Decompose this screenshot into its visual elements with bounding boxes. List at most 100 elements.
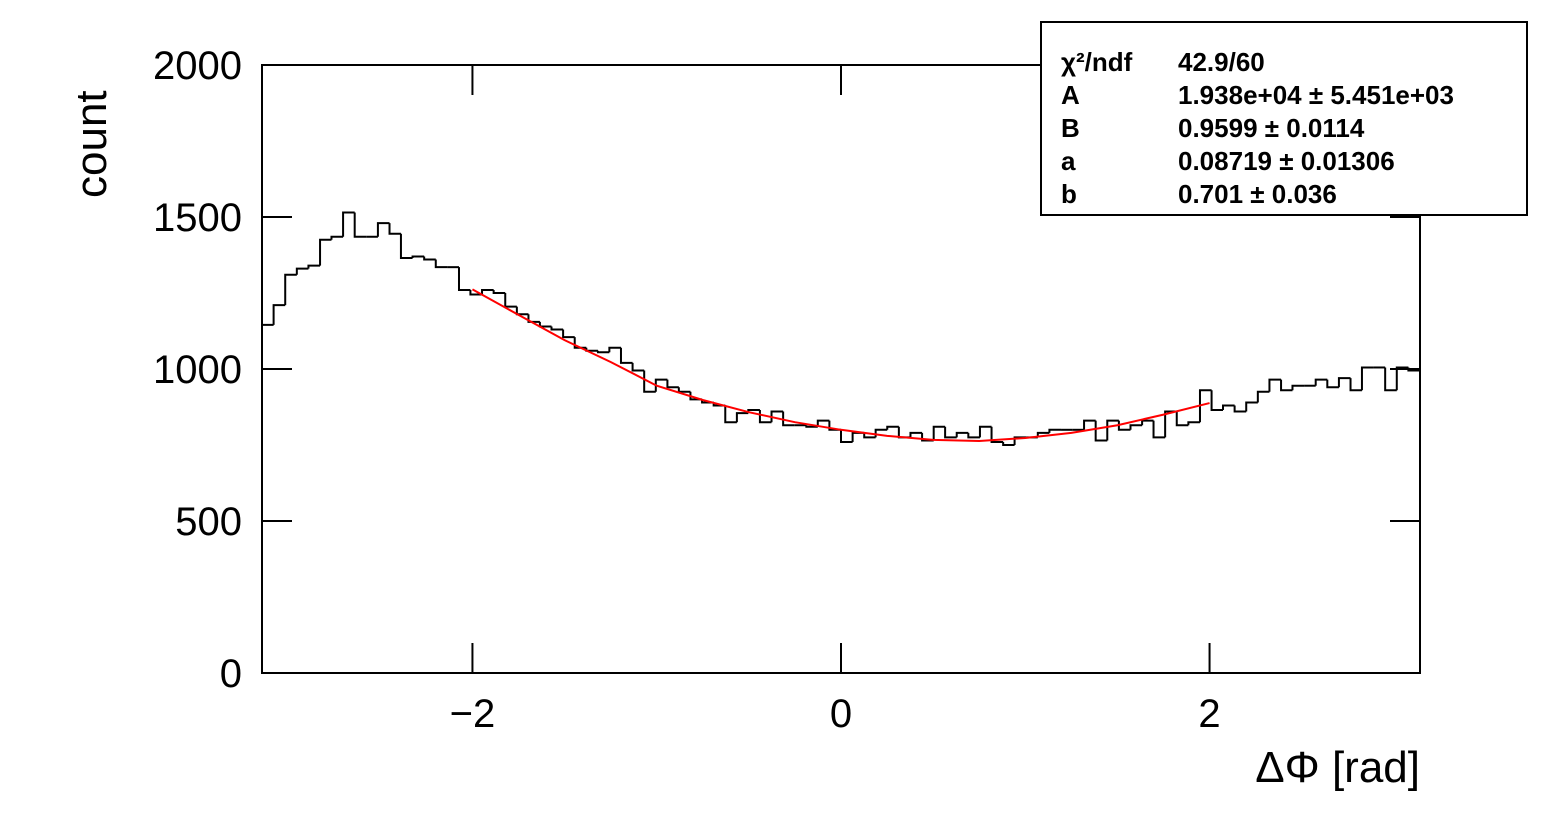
- stats-box: [1040, 21, 1528, 216]
- histogram-bin: [1245, 401, 1258, 412]
- histogram-bin: [967, 432, 980, 439]
- histogram-bin: [1395, 366, 1409, 391]
- y-tick-label: 2000: [153, 44, 242, 88]
- histogram-bin: [1314, 378, 1328, 386]
- histogram-bin: [735, 412, 749, 423]
- histogram-bin: [782, 411, 795, 427]
- x-tick-label: 2: [1198, 692, 1220, 736]
- stats-label: a: [1061, 146, 1076, 176]
- histogram-bin: [666, 379, 679, 389]
- histogram-bin: [1326, 379, 1339, 389]
- histogram-bin: [677, 387, 691, 393]
- histogram-bin: [330, 235, 344, 240]
- histogram-bin: [527, 314, 540, 323]
- histogram-bin: [724, 405, 737, 424]
- stats-value: 0.08719 ± 0.01306: [1178, 146, 1395, 176]
- histogram-bin: [1360, 366, 1374, 391]
- histogram-bin: [1384, 367, 1397, 392]
- histogram-bin: [978, 425, 992, 438]
- histogram-bin: [504, 293, 517, 308]
- histogram-bin: [944, 426, 957, 439]
- histogram-bin: [1233, 405, 1247, 413]
- histogram-bin: [608, 346, 621, 353]
- histogram-bin: [1210, 390, 1224, 412]
- histogram-bin: [1268, 378, 1282, 392]
- histogram-bin: [932, 425, 946, 441]
- histogram-bin: [619, 347, 633, 364]
- histogram-bin: [1164, 410, 1177, 438]
- histogram-bin: [816, 419, 830, 427]
- histogram-bin: [353, 212, 367, 238]
- histogram-bin: [1187, 421, 1200, 426]
- histogram-bin: [863, 432, 876, 439]
- histogram-bin: [307, 264, 321, 269]
- histogram-bin: [596, 350, 610, 354]
- histogram-bin: [319, 238, 332, 266]
- histogram-bin: [1106, 419, 1119, 441]
- histogram-bin: [1129, 424, 1143, 430]
- histogram-bin: [909, 431, 923, 438]
- y-tick-label: 0: [220, 652, 242, 696]
- histogram-bin: [515, 306, 529, 316]
- histogram-bin: [1141, 419, 1154, 426]
- histogram-bin: [481, 288, 494, 295]
- histogram-bin: [851, 431, 865, 442]
- histogram-bin: [388, 223, 401, 235]
- histogram-bin: [1002, 441, 1015, 446]
- histogram-bin: [423, 256, 436, 261]
- histogram-bin: [654, 378, 668, 392]
- histogram-bin: [886, 425, 899, 430]
- stats-label: b: [1061, 179, 1077, 209]
- histogram-bin: [1117, 420, 1131, 431]
- histogram-bin: [1280, 379, 1293, 392]
- histogram-bin: [469, 289, 483, 296]
- histogram-bin: [1291, 384, 1305, 391]
- histogram-bin: [1094, 420, 1108, 442]
- y-tick-label: 1500: [153, 196, 242, 240]
- stats-value: 42.9/60: [1178, 47, 1265, 77]
- histogram-bin: [457, 267, 471, 291]
- histogram-bin: [1198, 389, 1212, 423]
- histogram-bin: [1337, 377, 1351, 388]
- stats-label: B: [1061, 113, 1080, 143]
- fit-curve: [471, 288, 1210, 443]
- histogram-bin: [1152, 420, 1166, 439]
- y-axis-title: count: [67, 90, 116, 198]
- histogram-bin: [284, 273, 297, 306]
- histogram-bin: [550, 326, 564, 331]
- histogram-bin: [770, 410, 784, 423]
- stats-label: A: [1061, 80, 1080, 110]
- histogram-bin: [990, 426, 1004, 443]
- histogram-bin: [399, 233, 413, 260]
- x-tick-label: 0: [830, 692, 852, 736]
- histogram-bin: [840, 429, 853, 443]
- histogram-bin: [643, 370, 656, 393]
- x-axis-title: ΔΦ [rad]: [1255, 743, 1420, 792]
- histogram-bin: [342, 211, 355, 237]
- histogram-bin: [631, 362, 645, 372]
- histogram-bin: [897, 426, 911, 439]
- histogram-bin: [1407, 367, 1420, 372]
- histogram-bin: [562, 329, 575, 339]
- histogram-bin: [272, 304, 286, 325]
- histogram-bin: [1175, 411, 1189, 427]
- x-tick-label: −2: [450, 692, 496, 736]
- y-tick-label: 1000: [153, 348, 242, 392]
- histogram-bin: [411, 255, 425, 259]
- stats-label: χ²/ndf: [1061, 47, 1133, 77]
- y-tick-label: 500: [175, 500, 242, 544]
- histogram-bin: [538, 321, 552, 328]
- histogram-bin: [295, 267, 309, 275]
- histogram-bin: [376, 222, 390, 237]
- histogram-bin: [1349, 378, 1362, 392]
- histogram-bin: [1048, 428, 1062, 433]
- histogram-bin: [1256, 390, 1270, 403]
- histogram-bin: [261, 323, 274, 673]
- histogram-bin: [492, 289, 506, 294]
- stats-value: 0.9599 ± 0.0114: [1178, 113, 1365, 143]
- histogram-bin: [1083, 419, 1096, 430]
- histogram-bin: [955, 431, 969, 438]
- stats-value: 1.938e+04 ± 5.451e+03: [1178, 80, 1454, 110]
